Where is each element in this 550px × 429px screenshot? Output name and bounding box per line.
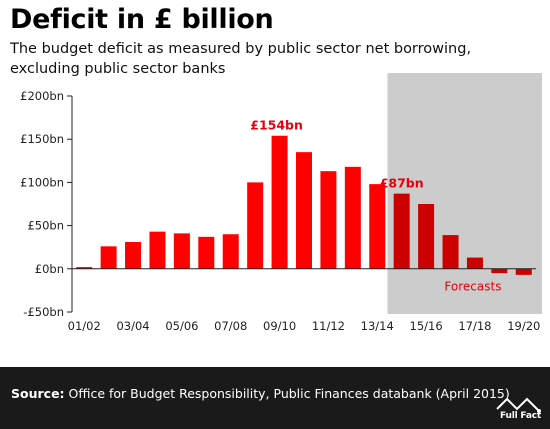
y-tick-label: £150bn [20, 132, 64, 146]
forecast-label: Forecasts [444, 279, 501, 293]
forecast-bar [491, 268, 508, 274]
bar [247, 182, 264, 269]
bar [320, 171, 337, 269]
y-tick-label: £200bn [20, 89, 64, 103]
chart-title: Deficit in £ billion [10, 4, 274, 35]
source-note: Source: Office for Budget Responsibility… [11, 386, 510, 401]
x-tick-label: 03/04 [116, 319, 149, 333]
y-tick-label: £0bn [35, 262, 64, 276]
bar [198, 236, 215, 269]
x-tick-label: 15/16 [410, 319, 443, 333]
x-tick-label: 09/10 [263, 319, 296, 333]
forecast-bar [442, 235, 459, 269]
y-tick-label: -£50bn [23, 305, 64, 319]
y-tick-label: £50bn [27, 219, 64, 233]
forecast-bar [393, 193, 410, 269]
bar [344, 166, 361, 269]
x-tick-label: 17/18 [458, 319, 491, 333]
data-label: £87bn [380, 176, 424, 191]
bar [125, 242, 142, 269]
y-tick-label: £100bn [20, 175, 64, 189]
x-tick-label: 11/12 [312, 319, 345, 333]
data-label: £154bn [250, 118, 303, 133]
bar [222, 234, 239, 269]
footer: Source: Office for Budget Responsibility… [0, 367, 550, 429]
bar [173, 233, 190, 269]
bar [149, 231, 166, 269]
source-text: Office for Budget Responsibility, Public… [68, 386, 510, 401]
source-label: Source: [11, 386, 65, 401]
bar [296, 152, 312, 269]
x-tick-label: 19/20 [507, 319, 540, 333]
x-tick-label: 05/06 [165, 319, 198, 333]
full-fact-logo-icon [496, 397, 541, 413]
bar [369, 184, 386, 269]
x-tick-label: 01/02 [68, 319, 101, 333]
bar [100, 246, 117, 269]
logo-text: Full Fact [500, 411, 541, 421]
forecast-bar [515, 268, 532, 275]
bar [76, 267, 93, 269]
x-tick-label: 13/14 [361, 319, 394, 333]
x-tick-label: 07/08 [214, 319, 247, 333]
bar [271, 135, 288, 269]
forecast-bar [418, 204, 435, 269]
bar-chart: -£50bn £0bn £50bn £100bn £150bn £200bn 01/02 03… [20, 73, 542, 333]
forecast-bar [466, 257, 483, 269]
chart-subtitle: The budget deficit as measured by public… [10, 41, 472, 77]
forecast-region [387, 73, 542, 314]
